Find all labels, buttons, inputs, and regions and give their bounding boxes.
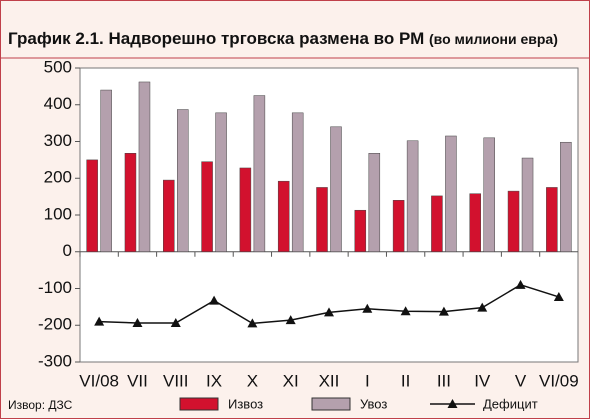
line-marker	[285, 315, 296, 325]
legend-swatch	[179, 397, 219, 411]
line-marker	[94, 316, 105, 326]
bar	[86, 159, 98, 252]
plot-area	[79, 67, 579, 363]
bar	[546, 187, 558, 252]
x-tick-label: XI	[283, 371, 299, 390]
y-tick-label: 100	[44, 204, 72, 223]
bar	[431, 195, 443, 252]
title-main: График 2.1. Надворешно трговска размена …	[8, 29, 424, 48]
bar	[368, 153, 381, 252]
legend-label: Извоз	[228, 396, 263, 411]
line-marker	[477, 302, 488, 312]
line-marker	[324, 307, 334, 317]
line-marker	[515, 279, 526, 289]
x-tick-label: VII	[127, 371, 148, 390]
y-tick-label: 300	[44, 131, 72, 150]
x-tick-label: VI/09	[539, 371, 579, 390]
legend-label: Увоз	[360, 396, 387, 411]
line-marker	[247, 318, 258, 328]
x-tick-label: I	[365, 371, 370, 390]
bar	[507, 190, 520, 253]
y-tick-label: -100	[38, 278, 72, 297]
bar	[163, 179, 175, 252]
line-marker	[553, 291, 564, 301]
x-tick-label: XII	[319, 371, 340, 390]
line-marker	[209, 295, 220, 305]
x-tick-label: V	[515, 371, 527, 390]
bar	[138, 81, 151, 252]
chart-title: График 2.1. Надворешно трговска размена …	[8, 29, 558, 48]
bar	[253, 95, 266, 252]
bar	[215, 112, 227, 252]
legend-swatch	[311, 397, 351, 411]
bar	[330, 126, 342, 252]
bar	[483, 137, 495, 252]
bar	[239, 167, 252, 253]
y-tick-label: 200	[44, 168, 72, 187]
bar	[469, 193, 481, 252]
bar	[521, 157, 534, 253]
bar	[124, 153, 137, 252]
bar	[291, 112, 304, 252]
bar	[445, 135, 457, 252]
bar	[201, 161, 213, 252]
y-tick-label: -300	[38, 351, 72, 370]
bar	[406, 140, 419, 252]
x-tick-label: X	[247, 371, 258, 390]
x-tick-label: IX	[206, 371, 222, 390]
bar	[277, 180, 290, 252]
bar	[392, 200, 405, 253]
y-tick-label: 0	[63, 241, 72, 260]
line-marker	[362, 303, 373, 313]
y-tick-label: 400	[44, 94, 72, 113]
x-tick-label: II	[401, 371, 410, 390]
y-tick-label: 500	[44, 57, 72, 76]
title-note: (во милиони евра)	[429, 31, 558, 47]
x-tick-label: VI/08	[79, 371, 119, 390]
legend-label: Дефицит	[483, 396, 538, 411]
y-tick-label: -200	[38, 315, 72, 334]
bar	[177, 109, 189, 252]
legend-marker	[447, 399, 458, 408]
x-tick-label: IV	[474, 371, 491, 390]
x-tick-label: VIII	[163, 371, 189, 390]
line-marker	[170, 318, 181, 328]
bar	[100, 89, 112, 252]
source: Извор: ДЗС	[8, 398, 73, 412]
x-tick-label: III	[437, 371, 451, 390]
bar	[316, 187, 328, 252]
bar	[354, 209, 367, 253]
line-marker	[400, 306, 411, 316]
bar	[560, 141, 572, 252]
line-marker	[132, 318, 143, 328]
line-marker	[438, 306, 449, 316]
